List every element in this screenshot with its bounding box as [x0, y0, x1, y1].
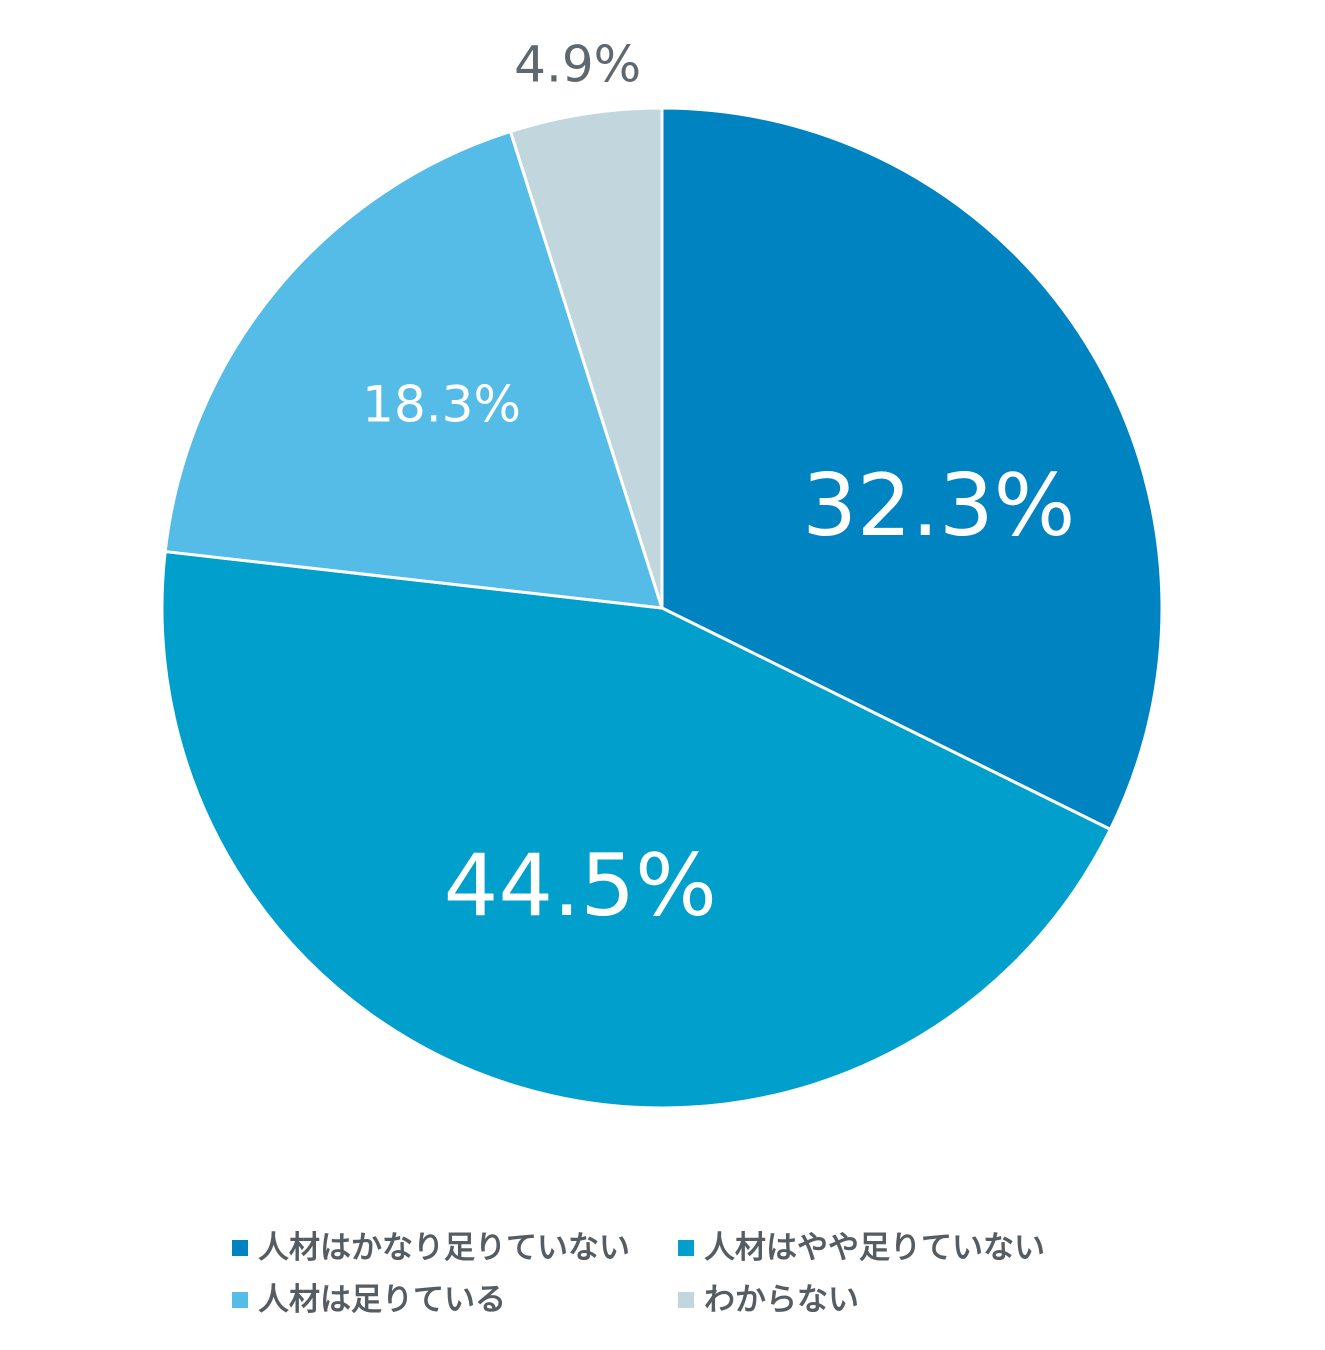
legend-item-4: わからない [678, 1282, 859, 1318]
pie-slice-1 [660, 106, 1164, 831]
slice-value-label-4: 4.9% [514, 36, 641, 94]
slice-value-label-3: 18.3% [362, 375, 521, 433]
pie-slice-4 [508, 106, 664, 610]
legend-label-1: 人材はかなり足りていない [258, 1230, 630, 1266]
legend-label-3: 人材は足りている [258, 1282, 506, 1318]
legend-label-4: わからない [704, 1282, 859, 1318]
slice-value-label-2: 44.5% [444, 836, 717, 936]
legend-label-2: 人材はやや足りていない [704, 1230, 1045, 1266]
legend-item-1: 人材はかなり足りていない [232, 1230, 630, 1266]
pie-slice-2 [160, 550, 1112, 1110]
legend-swatch-4 [678, 1292, 694, 1308]
legend-swatch-2 [678, 1240, 694, 1256]
legend-item-3: 人材は足りている [232, 1282, 506, 1318]
legend-swatch-1 [232, 1240, 248, 1256]
value-labels: 32.3% 44.5% 18.3% 4.9% [362, 36, 1075, 937]
legend-swatch-3 [232, 1292, 248, 1308]
pie-slice-3 [163, 130, 664, 610]
legend-item-2: 人材はやや足りていない [678, 1230, 1045, 1266]
pie-slices [160, 106, 1164, 1110]
slice-value-label-1: 32.3% [802, 456, 1075, 556]
